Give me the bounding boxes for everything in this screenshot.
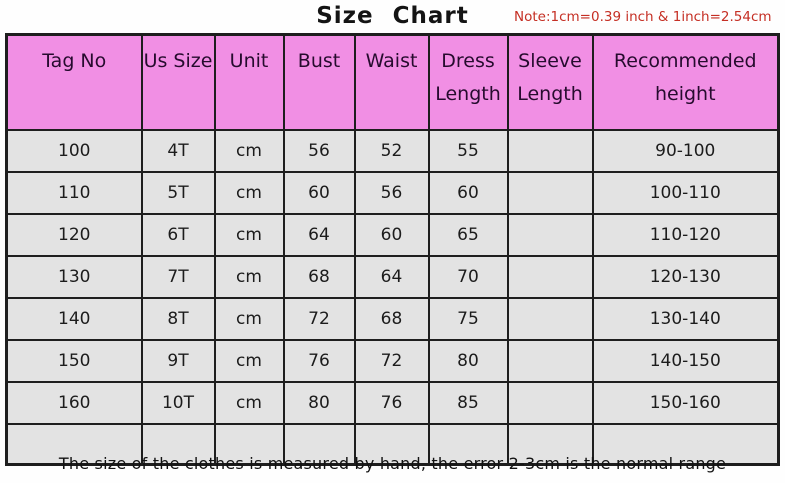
table-cell: 64 (282, 213, 356, 257)
header-row: Tag No Us Size Unit Bust Waist Dress Length Sl… (5, 33, 780, 131)
table-cell: cm (213, 381, 285, 425)
table-cell: 72 (353, 339, 430, 383)
size-chart-table: Tag No Us Size Unit Bust Waist Dress Length Sl… (5, 33, 780, 466)
table-cell (213, 423, 285, 466)
table-cell: 56 (353, 171, 430, 215)
table-cell: 130-140 (591, 297, 780, 341)
table-cell: 56 (282, 129, 356, 173)
table-row: 140 8T cm 72 68 75 130-140 (5, 297, 780, 341)
table-cell: 60 (427, 171, 509, 215)
table-row: 160 10T cm 80 76 85 150-160 (5, 381, 780, 425)
table-cell: 65 (427, 213, 509, 257)
table-cell: 85 (427, 381, 509, 425)
table-cell: 9T (140, 339, 216, 383)
table-cell (282, 423, 356, 466)
column-header: Sleeve Length (506, 33, 594, 131)
table-cell (591, 423, 780, 466)
column-header: Dress Length (427, 33, 509, 131)
table-row: 120 6T cm 64 60 65 110-120 (5, 213, 780, 257)
page-title: Size Chart (316, 3, 469, 29)
table-cell: cm (213, 297, 285, 341)
table-cell: 80 (427, 339, 509, 383)
table-cell: 76 (282, 339, 356, 383)
table-cell: 64 (353, 255, 430, 299)
table-cell: 4T (140, 129, 216, 173)
table-cell (506, 171, 594, 215)
table-cell: 150 (5, 339, 143, 383)
column-header: Us Size (140, 33, 216, 131)
table-cell: 110-120 (591, 213, 780, 257)
table-cell: 90-100 (591, 129, 780, 173)
table-body: 100 4T cm 56 52 55 90-100 110 5T cm 60 56 60 100-110 1… (5, 129, 780, 466)
table-cell: 7T (140, 255, 216, 299)
column-header: Tag No (5, 33, 143, 131)
table-cell: cm (213, 129, 285, 173)
table-cell: 130 (5, 255, 143, 299)
table-cell: cm (213, 339, 285, 383)
table-cell: 140-150 (591, 339, 780, 383)
table-row: 100 4T cm 56 52 55 90-100 (5, 129, 780, 173)
table-cell: cm (213, 255, 285, 299)
table-row: 110 5T cm 60 56 60 100-110 (5, 171, 780, 215)
table-cell: 68 (353, 297, 430, 341)
table-cell (506, 213, 594, 257)
table-cell: 120 (5, 213, 143, 257)
table-cell (506, 255, 594, 299)
table-cell (427, 423, 509, 466)
table-cell (140, 423, 216, 466)
table-cell: 100-110 (591, 171, 780, 215)
table-cell: 75 (427, 297, 509, 341)
table-cell (353, 423, 430, 466)
conversion-note: Note:1cm=0.39 inch & 1inch=2.54cm (514, 9, 772, 25)
table-cell: 5T (140, 171, 216, 215)
table-cell: 60 (353, 213, 430, 257)
table-cell: 110 (5, 171, 143, 215)
table-cell: cm (213, 171, 285, 215)
table-cell: 8T (140, 297, 216, 341)
table-header-row: Tag No Us Size Unit Bust Waist Dress Length Sl… (5, 33, 780, 131)
table-cell: 140 (5, 297, 143, 341)
table-cell: 70 (427, 255, 509, 299)
table-cell: 120-130 (591, 255, 780, 299)
table-cell: 52 (353, 129, 430, 173)
table-cell (506, 381, 594, 425)
table-cell (506, 129, 594, 173)
table-cell: 150-160 (591, 381, 780, 425)
column-header: Waist (353, 33, 430, 131)
table-row: 130 7T cm 68 64 70 120-130 (5, 255, 780, 299)
table-cell: cm (213, 213, 285, 257)
table-row: 150 9T cm 76 72 80 140-150 (5, 339, 780, 383)
table-cell (506, 339, 594, 383)
table-cell (5, 423, 143, 466)
table-cell: 76 (353, 381, 430, 425)
table-cell (506, 423, 594, 466)
footer-note: The size of the clothes is measured by h… (58, 454, 727, 473)
empty-table-row (5, 423, 780, 466)
table-cell: 72 (282, 297, 356, 341)
table-cell: 80 (282, 381, 356, 425)
table-cell: 55 (427, 129, 509, 173)
table-cell: 100 (5, 129, 143, 173)
table-cell: 60 (282, 171, 356, 215)
table-cell: 10T (140, 381, 216, 425)
column-header: Bust (282, 33, 356, 131)
table-cell (506, 297, 594, 341)
column-header: Unit (213, 33, 285, 131)
column-header: Recommended height (591, 33, 780, 131)
table-cell: 160 (5, 381, 143, 425)
table-cell: 68 (282, 255, 356, 299)
table-cell: 6T (140, 213, 216, 257)
